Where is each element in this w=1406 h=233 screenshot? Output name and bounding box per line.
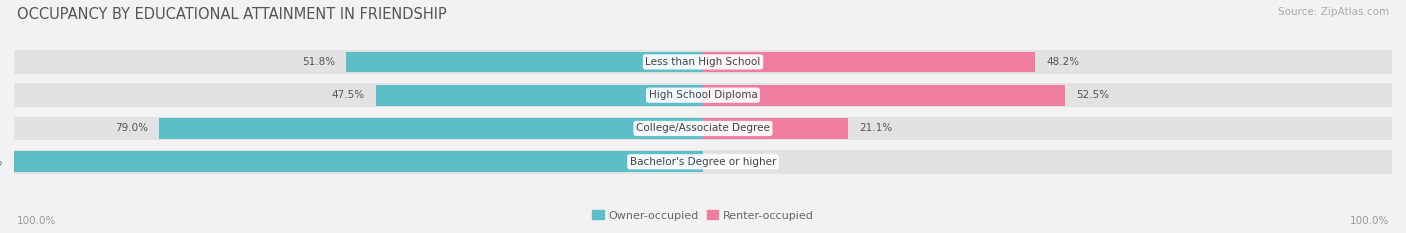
Text: 100.0%: 100.0% [17, 216, 56, 226]
Text: 52.5%: 52.5% [1076, 90, 1109, 100]
Bar [14, 150, 1392, 174]
Bar [14, 151, 703, 172]
Bar [703, 85, 1064, 106]
Text: OCCUPANCY BY EDUCATIONAL ATTAINMENT IN FRIENDSHIP: OCCUPANCY BY EDUCATIONAL ATTAINMENT IN F… [17, 7, 447, 22]
Text: 79.0%: 79.0% [115, 123, 148, 134]
Text: 48.2%: 48.2% [1046, 57, 1080, 67]
Bar [346, 51, 703, 72]
Text: College/Associate Degree: College/Associate Degree [636, 123, 770, 134]
Text: 21.1%: 21.1% [859, 123, 893, 134]
Bar [375, 85, 703, 106]
Bar [159, 118, 703, 139]
Bar [14, 116, 1392, 140]
Bar [14, 50, 1392, 74]
Text: Less than High School: Less than High School [645, 57, 761, 67]
Text: 51.8%: 51.8% [302, 57, 335, 67]
Bar [703, 118, 848, 139]
Text: 100.0%: 100.0% [0, 157, 3, 167]
Text: 100.0%: 100.0% [1350, 216, 1389, 226]
Text: Source: ZipAtlas.com: Source: ZipAtlas.com [1278, 7, 1389, 17]
Text: High School Diploma: High School Diploma [648, 90, 758, 100]
Text: Bachelor's Degree or higher: Bachelor's Degree or higher [630, 157, 776, 167]
Text: 47.5%: 47.5% [332, 90, 364, 100]
Text: 0.0%: 0.0% [714, 157, 741, 167]
Bar [703, 51, 1035, 72]
Legend: Owner-occupied, Renter-occupied: Owner-occupied, Renter-occupied [588, 206, 818, 225]
Bar [14, 83, 1392, 107]
